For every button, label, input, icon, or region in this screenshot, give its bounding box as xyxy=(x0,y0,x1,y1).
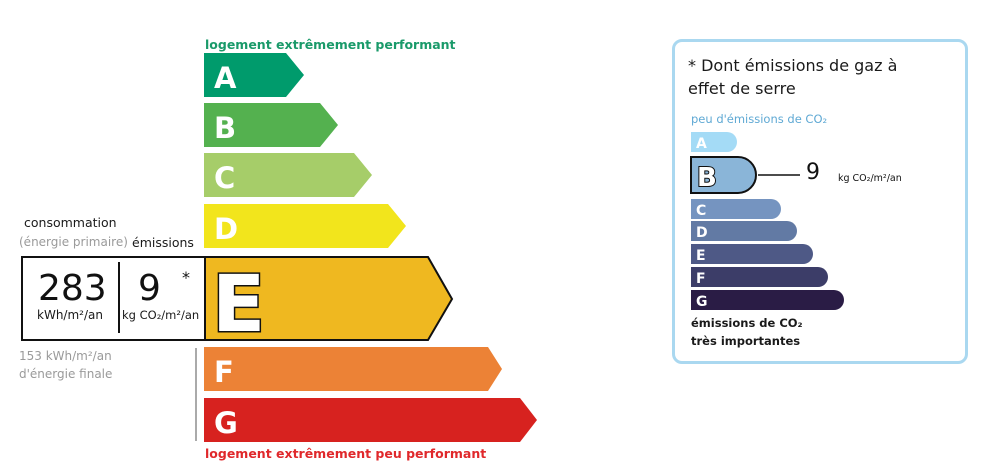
ges-class-e: E xyxy=(691,244,813,264)
ges-class-g: G xyxy=(691,290,844,310)
consumption-title: consommation xyxy=(24,215,117,230)
dpe-class-c: C xyxy=(204,153,372,197)
ges-scale: A B C D E F G xyxy=(690,132,844,310)
dpe-class-g: G xyxy=(204,398,537,442)
emissions-unit: kg CO₂/m²/an xyxy=(122,308,200,322)
dpe-letter-g: G xyxy=(214,406,238,440)
ges-bottom-label-line1: émissions de CO₂ xyxy=(691,316,803,330)
ges-letter-b: B xyxy=(697,163,717,193)
consumption-unit: kWh/m²/an xyxy=(37,308,103,322)
asterisk: * xyxy=(182,268,190,287)
ges-letter-e: E xyxy=(696,248,706,264)
final-energy-label: d'énergie finale xyxy=(19,367,113,381)
ges-bottom-label-line2: très importantes xyxy=(691,334,801,348)
ges-note-line2: effet de serre xyxy=(688,79,796,98)
dpe-letter-a: A xyxy=(214,61,237,95)
ges-class-d: D xyxy=(691,221,797,241)
ges-class-b-current: B xyxy=(690,156,800,194)
dpe-letter-d: D xyxy=(214,212,238,246)
ges-letter-c: C xyxy=(696,203,706,219)
dpe-letter-c: C xyxy=(214,161,235,195)
dpe-bottom-label: logement extrêmement peu performant xyxy=(205,446,487,461)
final-energy-value: 153 kWh/m²/an xyxy=(19,349,112,363)
consumption-subtitle: (énergie primaire) xyxy=(19,235,128,249)
ges-unit: kg CO₂/m²/an xyxy=(838,173,902,184)
dpe-letter-b: B xyxy=(214,111,236,145)
ges-letter-a: A xyxy=(696,136,707,152)
ges-class-c: C xyxy=(691,199,781,219)
consumption-value: 283 xyxy=(38,268,107,309)
dpe-class-d: D xyxy=(204,204,406,248)
ges-note-line1: * Dont émissions de gaz à xyxy=(688,56,898,75)
emissions-title: émissions xyxy=(132,235,194,250)
ges-class-a: A xyxy=(691,132,737,152)
dpe-value-box xyxy=(21,256,206,341)
ges-letter-f: F xyxy=(696,271,706,287)
ges-letter-g: G xyxy=(696,294,708,310)
dpe-class-e-current: E xyxy=(204,256,454,352)
dpe-class-f: F xyxy=(204,347,502,391)
ges-class-f: F xyxy=(691,267,828,287)
dpe-letter-e: E xyxy=(212,260,265,350)
ges-value: 9 xyxy=(806,160,820,185)
dpe-letter-f: F xyxy=(214,355,234,389)
emissions-value: 9 xyxy=(138,268,161,309)
dpe-class-b: B xyxy=(204,103,338,147)
dpe-top-label: logement extrêmement performant xyxy=(205,37,456,52)
ges-letter-d: D xyxy=(696,225,708,241)
dpe-class-a: A xyxy=(204,53,304,97)
ges-top-label: peu d'émissions de CO₂ xyxy=(691,112,828,126)
dpe-scale: A B C D E F G xyxy=(21,53,537,442)
